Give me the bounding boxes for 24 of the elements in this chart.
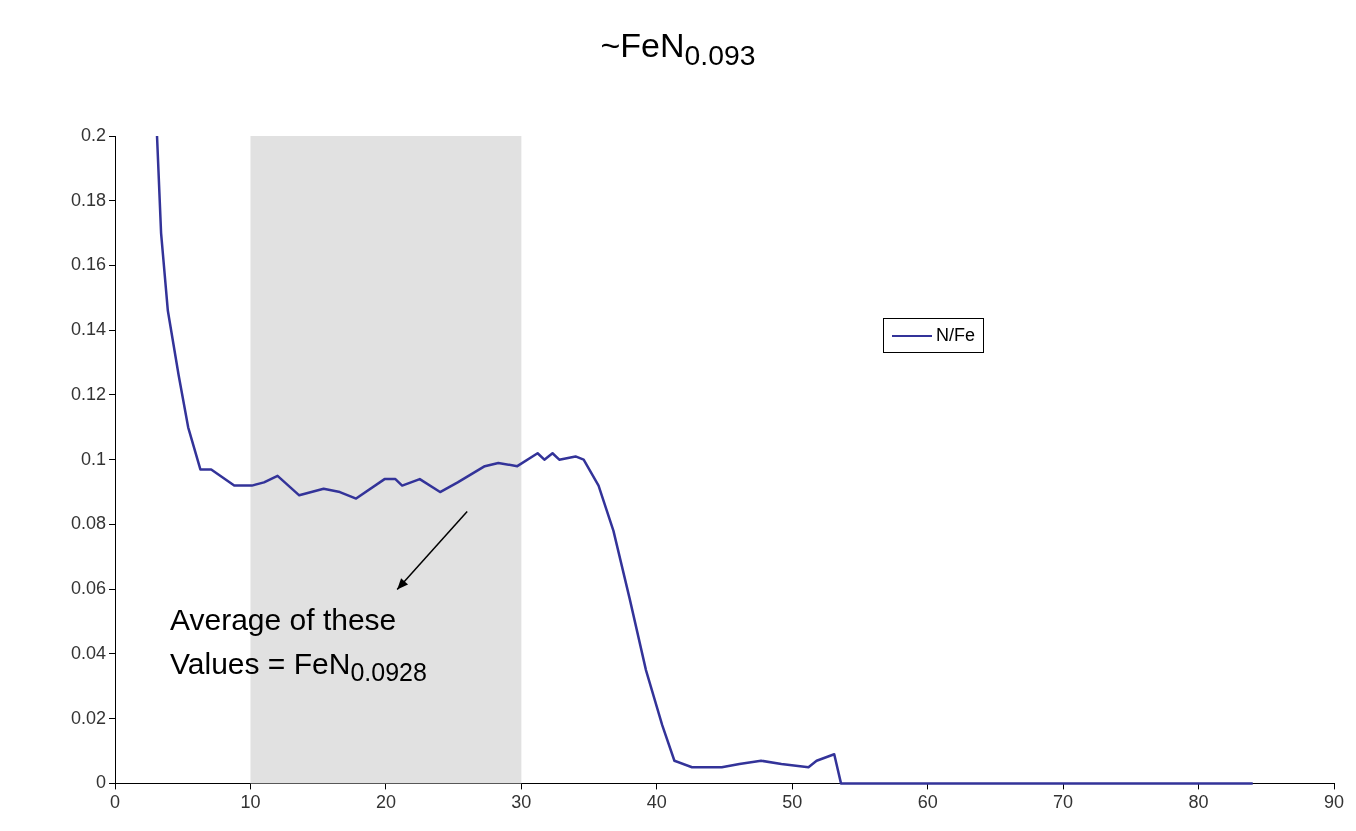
y-tick-label: 0 — [96, 772, 107, 793]
x-tick-label: 0 — [110, 792, 121, 813]
y-tick-label: 0.02 — [70, 707, 107, 728]
y-tick-label: 0.04 — [70, 642, 107, 663]
y-tick-label: 0.12 — [70, 383, 107, 404]
x-tick-label: 40 — [646, 792, 667, 813]
x-tick-label: 70 — [1053, 792, 1074, 813]
y-tick-label: 0.06 — [70, 578, 107, 599]
x-tick-label: 10 — [240, 792, 261, 813]
x-tick-label: 60 — [917, 792, 938, 813]
annotation: Average of these Values = FeN$_{0.0928}$ — [170, 602, 428, 688]
x-tick-label: 90 — [1323, 792, 1345, 813]
y-tick-label: 0.2 — [81, 124, 107, 145]
x-tick-label: 50 — [782, 792, 803, 813]
y-tick-label: 0.18 — [70, 189, 107, 210]
y-tick-label: 0.08 — [70, 513, 107, 534]
x-tick-label: 30 — [511, 792, 532, 813]
y-tick-label: 0.14 — [70, 319, 107, 340]
y-tick-label: 0.16 — [70, 254, 107, 275]
chart-title: ~FeN$_{0.093}$ — [599, 26, 757, 72]
y-tick-label: 0.1 — [81, 448, 107, 469]
x-tick-label: 80 — [1188, 792, 1209, 813]
legend-label: N/Fe — [936, 325, 976, 346]
x-tick-label: 20 — [375, 792, 396, 813]
